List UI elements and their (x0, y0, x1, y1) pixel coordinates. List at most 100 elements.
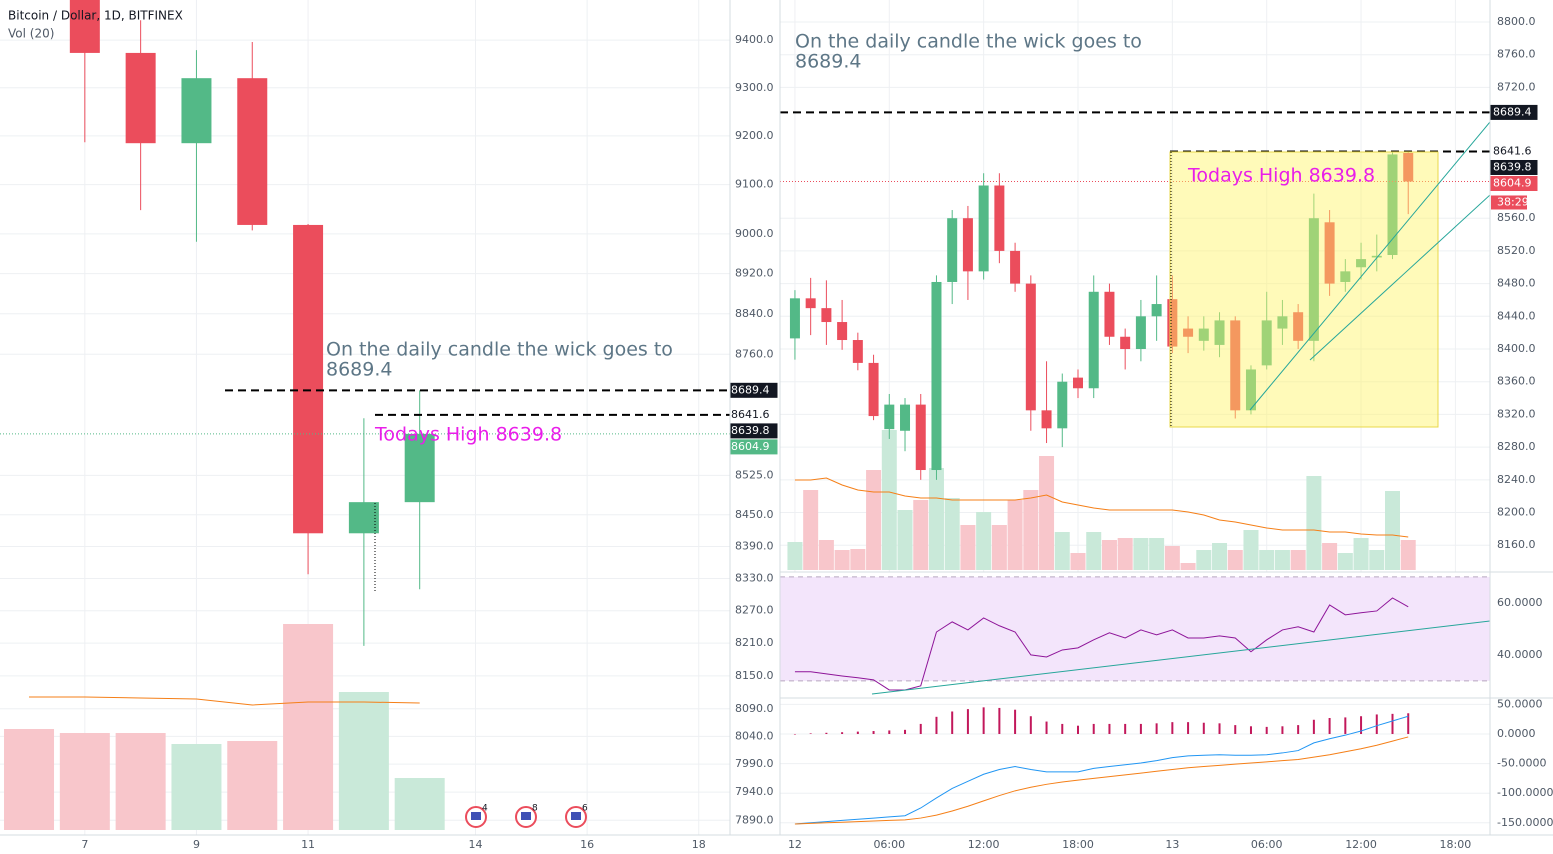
y-tick-label: 9000.0 (735, 227, 774, 240)
x-tick-label: 12 (788, 838, 802, 851)
macd-histogram (1108, 723, 1111, 734)
y-tick-label: 9400.0 (735, 33, 774, 46)
volume-bar (1400, 540, 1416, 570)
candle-body (1135, 316, 1146, 350)
countdown: 38:29 (1497, 195, 1529, 208)
event-flag (521, 812, 531, 820)
volume-bar (787, 542, 803, 570)
rsi-line (794, 597, 1409, 691)
macd-histogram (1092, 723, 1095, 734)
event-count: 6 (582, 804, 588, 814)
y-tick-label: 7940.0 (735, 785, 774, 798)
y-tick-label: 8210.0 (735, 636, 774, 649)
macd-histogram (1344, 717, 1347, 734)
macd-histogram (1014, 709, 1017, 734)
volume-bar (115, 733, 166, 830)
volume-bar (1227, 550, 1243, 570)
candle-body (1293, 312, 1304, 341)
x-tick-label: 9 (193, 838, 200, 851)
y-tick-label: 8150.0 (735, 669, 774, 682)
volume-bar (803, 490, 819, 570)
volume-bar (283, 624, 334, 830)
y-tick-label: 8200.0 (1497, 506, 1536, 519)
candle-body (1308, 218, 1319, 341)
y-tick-label: 8440.0 (1497, 309, 1536, 322)
price-label-bg (1490, 159, 1538, 175)
macd-histogram (1375, 714, 1378, 734)
macd-histogram (793, 733, 796, 735)
candle-body (900, 404, 911, 431)
x-tick-label: 11 (301, 838, 315, 851)
macd-histogram (825, 732, 828, 734)
y-tick-label: 8800.0 (1497, 15, 1536, 28)
macd-histogram (856, 731, 859, 734)
candle-body (837, 322, 848, 341)
price-label-bg (730, 423, 778, 439)
macd-histogram (1281, 726, 1284, 734)
candle-body (404, 433, 435, 503)
volume-bar (1274, 550, 1290, 570)
y-tick-label: 8450.0 (735, 508, 774, 521)
y-tick-label: 8320.0 (1497, 407, 1536, 420)
volume-bar (1369, 550, 1385, 570)
macd-histogram (982, 707, 985, 734)
macd-histogram (1234, 725, 1237, 734)
candle-body (1340, 271, 1351, 282)
volume-bar (1164, 546, 1180, 570)
macd-histogram (998, 707, 1001, 734)
candle-body (1167, 299, 1178, 347)
volume-bar (1243, 530, 1259, 570)
annotation: On the daily candle the wick goes to (795, 31, 1142, 53)
y-tick-label: 8840.0 (735, 307, 774, 320)
volume-bar (59, 733, 110, 830)
price-label-bg (730, 382, 778, 398)
y-tick-label: 8480.0 (1497, 277, 1536, 290)
volume-label: Vol (20) (8, 27, 54, 41)
y-tick-label: 8760.0 (1497, 48, 1536, 61)
macd-histogram (841, 732, 844, 734)
candle-body (1356, 259, 1367, 268)
volume-bar (818, 540, 834, 570)
volume-bar (976, 512, 992, 570)
candle-body (994, 185, 1005, 251)
right-pane (780, 0, 1490, 572)
macd-histogram (1124, 723, 1127, 734)
volume-bar (928, 468, 944, 570)
candle-body (293, 224, 324, 534)
macd-histogram (919, 723, 922, 734)
trendline (1249, 121, 1490, 411)
signal-line (794, 736, 1409, 825)
candle-body (1277, 316, 1288, 329)
price-label-bg (1490, 143, 1538, 159)
x-tick-label: 18:00 (1062, 838, 1094, 851)
candle-body (1057, 381, 1068, 429)
volume-bar (1306, 476, 1322, 570)
volume-bar (850, 549, 866, 570)
y-tick-label: 8360.0 (1497, 375, 1536, 388)
volume-bar (1086, 532, 1102, 570)
annotation: 8689.4 (326, 359, 392, 381)
candle-body (1387, 154, 1398, 255)
y-tick-label: 8240.0 (1497, 473, 1536, 486)
x-tick-label: 18 (692, 838, 706, 851)
candle-body (1230, 320, 1241, 411)
volume-ma (29, 696, 420, 706)
macd-histogram (1076, 725, 1079, 734)
x-tick-label: 12:00 (1345, 838, 1377, 851)
candle-body (237, 78, 268, 225)
volume-bar (1039, 456, 1055, 570)
volume-bar (991, 525, 1007, 570)
macd-tick-label: 50.0000 (1497, 697, 1543, 710)
y-tick-label: 8525.0 (735, 468, 774, 481)
y-tick-label: 8090.0 (735, 702, 774, 715)
candle-body (915, 404, 926, 471)
annotation: On the daily candle the wick goes to (326, 339, 673, 361)
macd-histogram (1265, 726, 1268, 734)
volume-bar (1101, 540, 1117, 570)
volume-bar (1322, 543, 1338, 570)
macd-histogram (809, 733, 812, 734)
macd-histogram (904, 729, 907, 734)
rsi-pane (780, 576, 1490, 695)
price-label: 8641.6 (1493, 144, 1532, 157)
price-label: 8689.4 (731, 383, 770, 396)
